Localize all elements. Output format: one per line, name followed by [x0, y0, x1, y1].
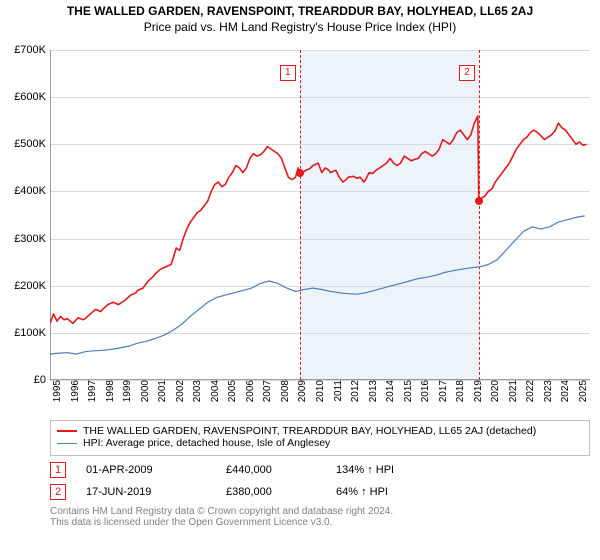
x-tick-label: 2025 [576, 380, 589, 402]
footer-row: 2 17-JUN-2019 £380,000 64% ↑ HPI [50, 484, 590, 500]
x-tick-label: 1997 [85, 380, 98, 402]
attribution-line: Contains HM Land Registry data © Crown c… [50, 506, 590, 517]
axis-border [50, 50, 590, 380]
footer-hpi: 134% ↑ HPI [336, 464, 394, 476]
x-tick-label: 2023 [541, 380, 554, 402]
x-tick-label: 2016 [418, 380, 431, 402]
x-tick-label: 2015 [401, 380, 414, 402]
x-tick-label: 2014 [383, 380, 396, 402]
x-tick-label: 1996 [68, 380, 81, 402]
line-series-hpi [50, 216, 585, 354]
x-tick-label: 2001 [155, 380, 168, 402]
x-tick-label: 2021 [506, 380, 519, 402]
x-tick-label: 2010 [313, 380, 326, 402]
x-tick-label: 2020 [488, 380, 501, 402]
y-tick-label: £200K [14, 280, 50, 292]
y-tick-label: £0 [34, 374, 50, 386]
footer-date: 17-JUN-2019 [86, 486, 206, 498]
y-tick-label: £100K [14, 327, 50, 339]
footer-marker: 1 [50, 462, 66, 478]
x-tick-label: 2000 [138, 380, 151, 402]
footer-marker: 2 [50, 484, 66, 500]
x-tick-label: 2002 [173, 380, 186, 402]
chart-container: THE WALLED GARDEN, RAVENSPOINT, TREARDDU… [0, 0, 600, 560]
x-tick-label: 1998 [103, 380, 116, 402]
footer-price: £380,000 [226, 486, 316, 498]
y-tick-label: £400K [14, 185, 50, 197]
y-tick-label: £500K [14, 138, 50, 150]
x-tick-label: 2018 [453, 380, 466, 402]
legend-row: THE WALLED GARDEN, RAVENSPOINT, TREARDDU… [57, 425, 583, 437]
footer-area: 1 01-APR-2009 £440,000 134% ↑ HPI 2 17-JUN-20… [50, 462, 590, 528]
attribution-line: This data is licensed under the Open Gov… [50, 517, 590, 528]
x-tick-label: 2005 [225, 380, 238, 402]
plot-svg [50, 50, 590, 380]
legend-row: HPI: Average price, detached house, Isle… [57, 437, 583, 449]
x-tick-label: 2022 [523, 380, 536, 402]
legend-label: THE WALLED GARDEN, RAVENSPOINT, TREARDDU… [83, 425, 536, 437]
y-tick-label: £700K [14, 44, 50, 56]
x-tick-label: 2006 [243, 380, 256, 402]
x-tick-label: 2012 [348, 380, 361, 402]
footer-price: £440,000 [226, 464, 316, 476]
legend-label: HPI: Average price, detached house, Isle… [83, 437, 330, 449]
x-tick-label: 2017 [436, 380, 449, 402]
footer-row: 1 01-APR-2009 £440,000 134% ↑ HPI [50, 462, 590, 478]
x-tick-label: 1995 [50, 380, 63, 402]
x-tick-label: 2008 [278, 380, 291, 402]
y-tick-label: £600K [14, 91, 50, 103]
footer-date: 01-APR-2009 [86, 464, 206, 476]
chart-subtitle: Price paid vs. HM Land Registry's House … [0, 18, 600, 38]
plot-area: £0£100K£200K£300K£400K£500K£600K£700K199… [50, 50, 590, 380]
legend-swatch [57, 430, 77, 432]
x-tick-label: 2024 [558, 380, 571, 402]
x-tick-label: 2003 [190, 380, 203, 402]
x-tick-label: 2009 [295, 380, 308, 402]
legend-box: THE WALLED GARDEN, RAVENSPOINT, TREARDDU… [50, 420, 590, 456]
footer-hpi: 64% ↑ HPI [336, 486, 388, 498]
y-tick-label: £300K [14, 233, 50, 245]
x-tick-label: 2019 [471, 380, 484, 402]
line-series-property [50, 116, 587, 323]
x-tick-label: 2011 [331, 380, 344, 402]
x-tick-label: 2013 [366, 380, 379, 402]
x-tick-label: 1999 [120, 380, 133, 402]
legend-swatch [57, 443, 77, 444]
x-tick-label: 2007 [260, 380, 273, 402]
x-tick-label: 2004 [208, 380, 221, 402]
chart-title: THE WALLED GARDEN, RAVENSPOINT, TREARDDU… [0, 0, 600, 18]
